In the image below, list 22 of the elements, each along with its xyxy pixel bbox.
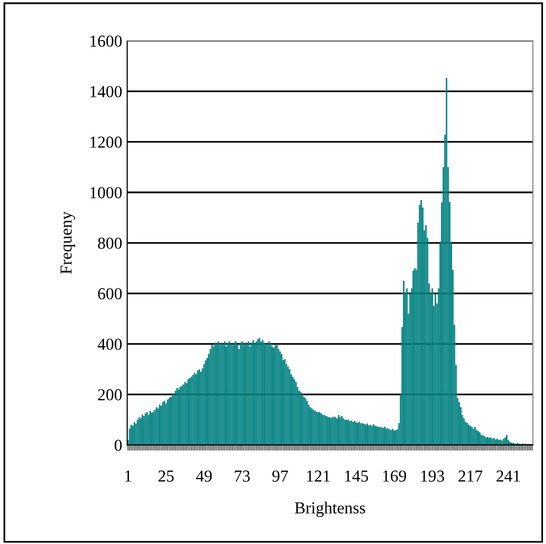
y-tick-label: 1400: [90, 86, 122, 98]
y-tick-label: 1600: [90, 36, 122, 47]
x-tick-label: 97: [272, 470, 288, 482]
y-tick-label: 600: [98, 288, 122, 300]
x-tick-label: 169: [383, 470, 406, 482]
y-tick-label: 0: [114, 440, 122, 451]
x-tick-label: 145: [345, 470, 368, 482]
y-axis-title: Frequeny: [60, 211, 76, 274]
x-tick-label: 1: [125, 470, 132, 482]
x-tick-label: 73: [234, 470, 250, 482]
y-tick-label: 200: [98, 389, 122, 400]
x-tick-label: 25: [158, 470, 174, 482]
y-tick-label: 400: [98, 338, 122, 350]
x-axis-title: Brightenss: [294, 502, 366, 517]
x-tick-label: 49: [196, 470, 212, 482]
x-tick-label: 121: [307, 470, 330, 482]
y-tick-label: 800: [98, 238, 122, 249]
y-tick-label: 1200: [90, 136, 122, 148]
x-tick-label: 241: [496, 470, 520, 482]
x-tick-label: 193: [421, 470, 444, 482]
x-tick-label: 217: [458, 470, 482, 482]
y-tick-label: 1000: [90, 187, 122, 198]
